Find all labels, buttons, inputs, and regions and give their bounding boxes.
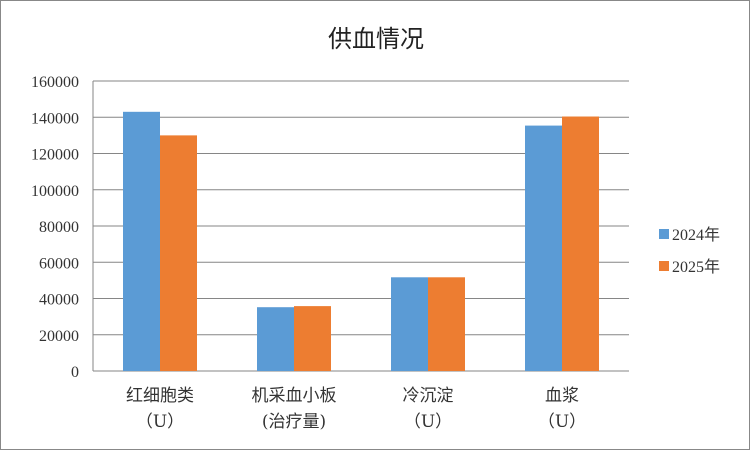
- bar-2024年-3: [525, 125, 562, 372]
- bar-2024年-1: [257, 307, 294, 371]
- y-tick-label: 20000: [39, 328, 79, 345]
- x-tick-label-unit: （U）: [136, 412, 184, 432]
- x-tick-label-unit: （U）: [538, 412, 586, 432]
- legend-swatch: [659, 229, 669, 239]
- y-tick-label: 140000: [31, 110, 79, 127]
- legend-label: 2025年: [672, 258, 720, 276]
- y-tick-label: 160000: [31, 74, 79, 91]
- x-tick-label: 红细胞类: [126, 386, 194, 406]
- bar-2025年-0: [160, 135, 197, 371]
- y-tick-label: 40000: [39, 292, 79, 309]
- bar-2025年-3: [562, 116, 599, 372]
- legend-label: 2024年: [672, 226, 720, 244]
- y-tick-label: 60000: [39, 255, 79, 272]
- x-tick-label: 机采血小板: [252, 386, 337, 406]
- chart-title: 供血情况: [328, 25, 424, 53]
- y-tick-label: 120000: [31, 147, 79, 164]
- x-tick-label: 血浆: [545, 386, 579, 406]
- x-tick-label-unit: (治疗量): [262, 412, 326, 432]
- y-tick-label: 100000: [31, 183, 79, 200]
- legend-swatch: [659, 261, 669, 271]
- x-tick-label-unit: （U）: [404, 412, 452, 432]
- x-tick-label: 冷沉淀: [403, 386, 454, 406]
- bar-2024年-0: [123, 111, 160, 371]
- y-tick-label: 80000: [39, 219, 79, 236]
- y-tick-label: 0: [71, 364, 79, 381]
- bar-2024年-2: [391, 277, 428, 371]
- bar-2025年-1: [294, 306, 331, 371]
- bar-2025年-2: [428, 277, 465, 371]
